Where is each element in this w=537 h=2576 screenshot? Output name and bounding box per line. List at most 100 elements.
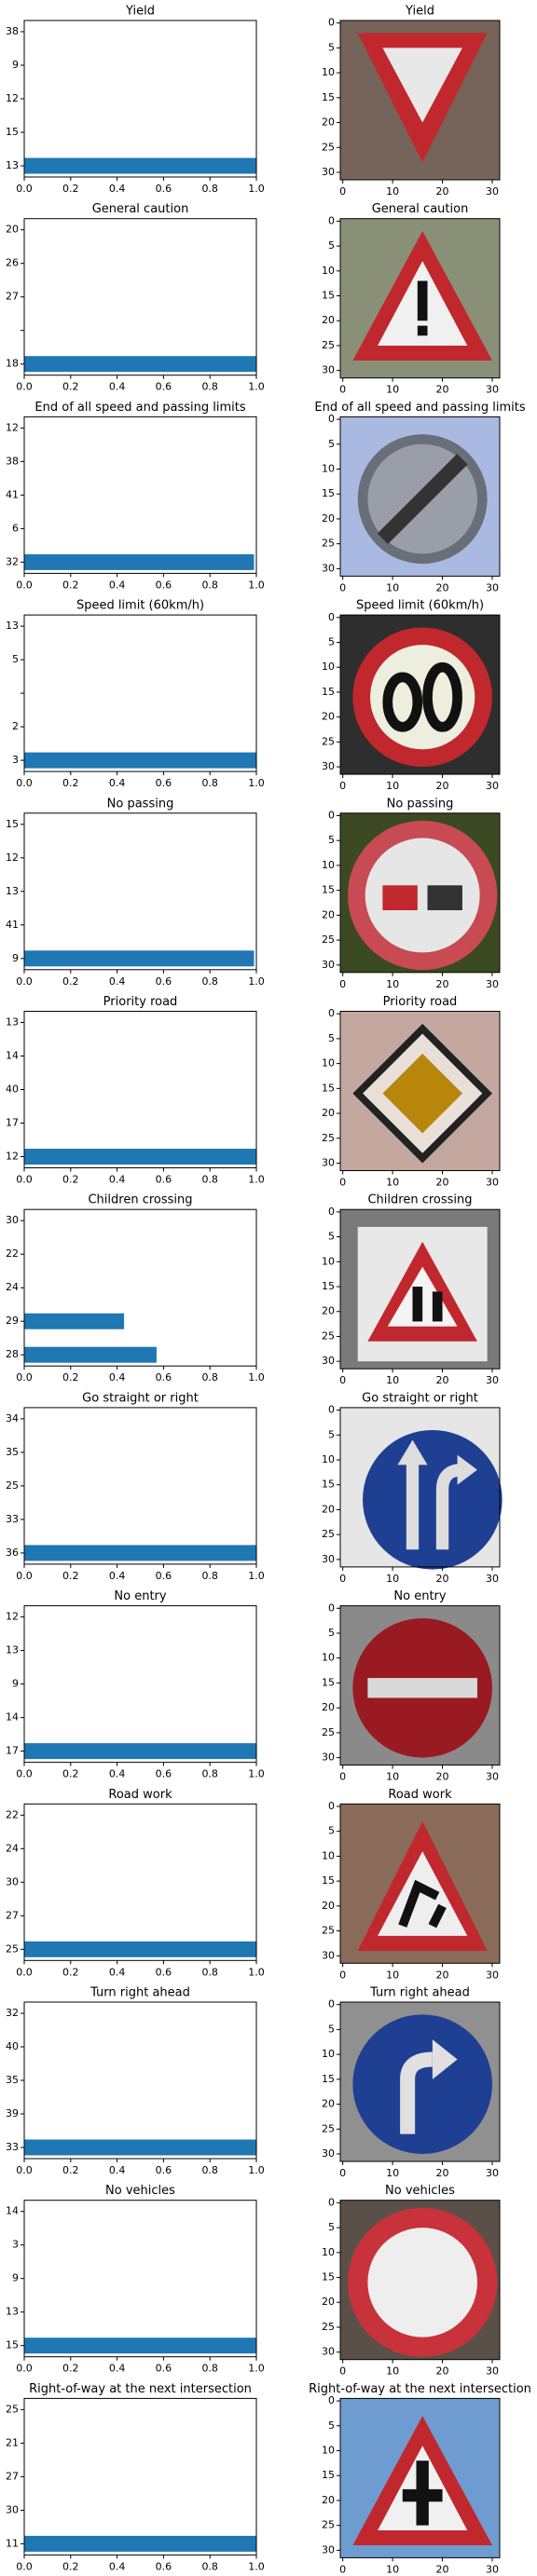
x-tick-label: 0.6 — [156, 777, 172, 789]
axes-frame — [339, 2200, 501, 2361]
chart-title: Turn right ahead — [90, 1986, 190, 2000]
y-tick-label: 15 — [322, 487, 335, 499]
bar — [24, 950, 255, 967]
sign — [398, 1879, 447, 1929]
sign — [432, 1291, 443, 1322]
x-tick-label: 0.0 — [16, 1371, 33, 1383]
y-tick-label: 3 — [12, 2239, 19, 2251]
y-tick-label: 5 — [328, 834, 335, 846]
axes-frame — [339, 218, 501, 379]
y-tick-label: 14 — [6, 2205, 19, 2217]
y-tick-label: 13 — [6, 2306, 19, 2318]
x-tick-label: 0 — [339, 1969, 346, 1981]
sign — [382, 672, 423, 732]
y-tick-label: 36 — [6, 1547, 19, 1559]
x-tick-label: 30 — [486, 978, 499, 990]
y-tick-label: 10 — [322, 1453, 335, 1465]
image-title: No vehicles — [385, 2184, 455, 2198]
bar — [24, 2535, 256, 2552]
axes-frame — [339, 1605, 501, 1766]
sign — [422, 661, 462, 732]
x-tick-label: 10 — [386, 1177, 399, 1189]
x-tick-label: 0.8 — [201, 2560, 218, 2572]
chart-title: Road work — [108, 1788, 172, 1802]
x-tick-label: 0.6 — [156, 975, 172, 988]
y-tick-label: 11 — [6, 2537, 19, 2549]
x-tick-label: 0.0 — [16, 1174, 33, 1186]
x-tick-label: 20 — [436, 2167, 449, 2179]
x-tick-label: 30 — [486, 1771, 499, 1783]
x-tick-label: 0.2 — [62, 183, 79, 195]
y-tick-label: 20 — [322, 314, 335, 326]
y-tick-label: 0 — [328, 611, 335, 623]
y-tick-label: 25 — [6, 2403, 19, 2415]
x-tick-label: 0.4 — [109, 1371, 126, 1383]
sign-image — [340, 2200, 500, 2360]
sign — [417, 325, 428, 336]
y-tick-label: 10 — [322, 2246, 335, 2258]
y-tick-label: 5 — [328, 2023, 335, 2035]
x-tick-label: 0.8 — [201, 1768, 218, 1780]
axes-frame — [23, 20, 257, 178]
chart-title: Go straight or right — [82, 1391, 199, 1405]
x-tick-label: 0.0 — [16, 2363, 33, 2375]
y-tick-label: 12 — [6, 1611, 19, 1623]
x-tick-label: 10 — [386, 2563, 399, 2575]
x-tick-label: 0.6 — [156, 579, 172, 591]
y-tick-label: 5 — [328, 1428, 335, 1440]
x-tick-label: 1.0 — [248, 1371, 265, 1383]
axes-frame — [339, 1407, 501, 1568]
y-tick-label: 0 — [328, 17, 335, 29]
x-tick-label: 20 — [436, 1969, 449, 1981]
x-tick-label: 0 — [339, 1573, 346, 1585]
y-tick-label: 17 — [6, 1117, 19, 1129]
x-tick-label: 0.2 — [62, 2164, 79, 2176]
sign-image — [340, 615, 500, 775]
x-tick-label: 0.6 — [156, 2363, 172, 2375]
y-tick-label: 10 — [322, 859, 335, 871]
x-tick-label: 0.0 — [16, 579, 33, 591]
x-tick-label: 1.0 — [248, 975, 265, 988]
y-tick-label: 0 — [328, 214, 335, 226]
x-tick-label: 20 — [436, 2365, 449, 2378]
y-tick-label: 15 — [322, 884, 335, 896]
y-tick-label: 25 — [6, 1479, 19, 1492]
y-tick-label: 5 — [328, 2221, 335, 2233]
sign-image — [340, 1605, 500, 1765]
y-tick-label: 30 — [6, 1214, 19, 1226]
axes-frame — [23, 218, 257, 376]
x-tick-label: 0.2 — [62, 777, 79, 789]
y-tick-label: 13 — [6, 1644, 19, 1656]
bar — [24, 553, 255, 570]
bar — [24, 1545, 256, 1561]
axes-frame — [339, 2397, 501, 2558]
x-tick-label: 10 — [386, 185, 399, 198]
image-title: Children crossing — [367, 1193, 472, 1207]
y-tick-label: 20 — [322, 512, 335, 525]
y-tick-label: 6 — [12, 522, 19, 534]
y-tick-label: 0 — [328, 2394, 335, 2406]
x-tick-label: 0.0 — [16, 183, 33, 195]
x-tick-label: 30 — [486, 2563, 499, 2575]
y-tick-label: 10 — [322, 1057, 335, 1070]
x-tick-label: 0 — [339, 978, 346, 990]
axes-frame — [23, 812, 257, 971]
x-tick-label: 0.4 — [109, 2363, 126, 2375]
x-tick-label: 0.2 — [62, 1768, 79, 1780]
y-tick-label: 30 — [322, 166, 335, 178]
x-tick-label: 10 — [386, 384, 399, 396]
x-tick-label: 0.8 — [201, 381, 218, 393]
y-tick-label: 25 — [322, 2122, 335, 2134]
x-tick-label: 0.2 — [62, 1570, 79, 1582]
x-tick-label: 0.4 — [109, 2560, 126, 2572]
y-tick-label: 13 — [6, 885, 19, 897]
y-tick-label: 30 — [322, 1355, 335, 1367]
image-title: Speed limit (60km/h) — [356, 599, 484, 613]
x-tick-label: 10 — [386, 1969, 399, 1981]
x-tick-label: 0.8 — [201, 1371, 218, 1383]
y-tick-label: 27 — [6, 291, 19, 303]
y-tick-label: 9 — [12, 952, 19, 964]
y-tick-label: 30 — [322, 364, 335, 376]
x-tick-label: 20 — [436, 581, 449, 593]
sign — [457, 1454, 477, 1485]
